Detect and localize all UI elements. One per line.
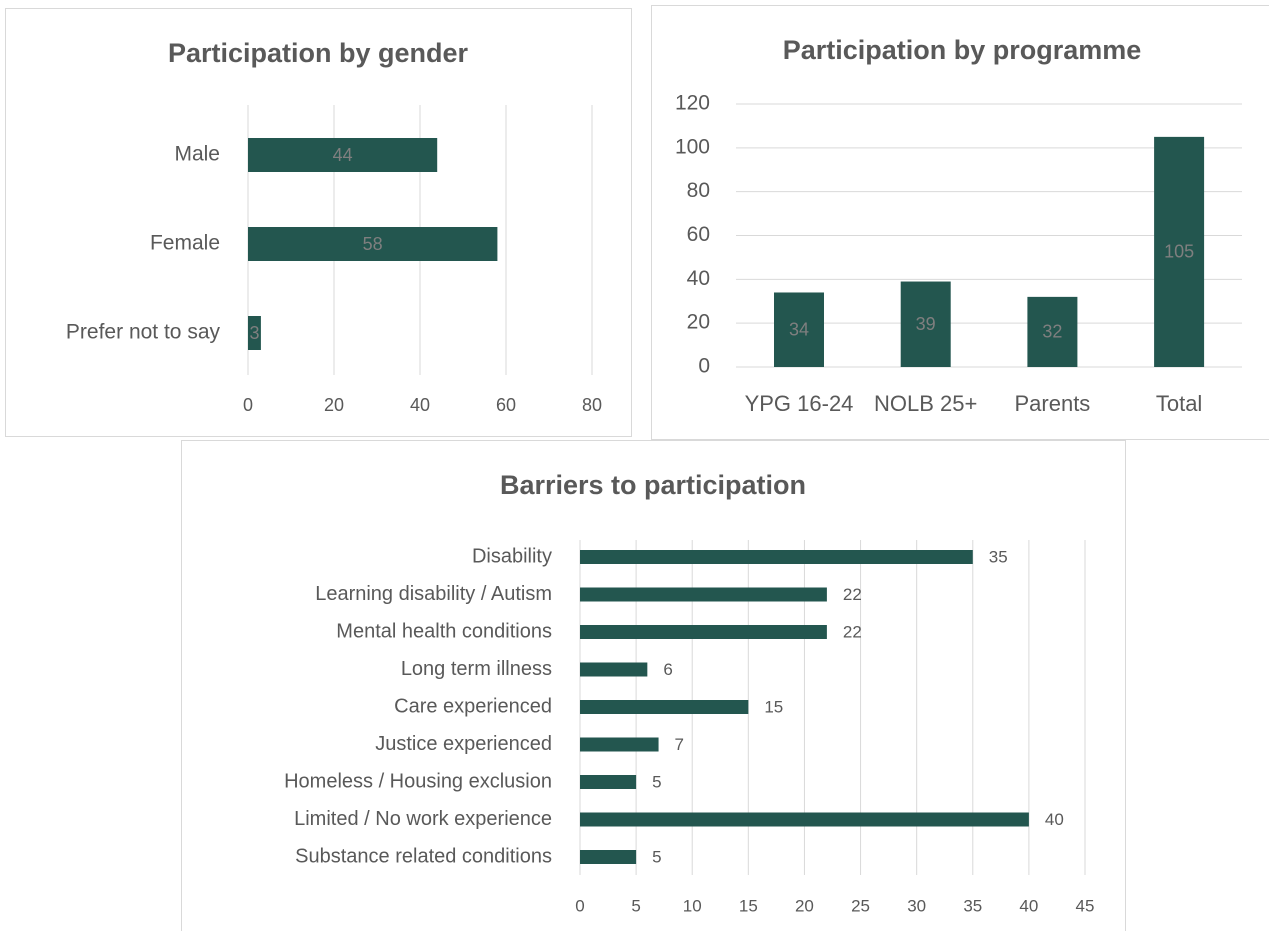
x-tick-label: 0 (575, 896, 584, 915)
data-label: 15 (764, 697, 783, 716)
bar (580, 813, 1029, 827)
y-tick-label: Female (150, 232, 220, 255)
data-label: 22 (843, 622, 862, 641)
y-tick-label: Homeless / Housing exclusion (284, 770, 552, 792)
y-tick-label: Disability (472, 545, 552, 567)
data-label: 34 (789, 319, 809, 339)
y-tick-label: Learning disability / Autism (315, 583, 552, 605)
data-label: 39 (916, 314, 936, 334)
x-tick-label: 30 (907, 896, 926, 915)
data-label: 32 (1042, 322, 1062, 342)
data-label: 58 (363, 234, 383, 254)
x-tick-label: Parents (1014, 391, 1090, 416)
y-tick-label: Male (174, 143, 220, 166)
chart-title: Participation by programme (783, 35, 1142, 65)
bar (580, 850, 636, 864)
data-label: 7 (675, 735, 684, 754)
y-tick-label: Care experienced (394, 695, 552, 717)
data-label: 40 (1045, 810, 1064, 829)
y-tick-label: Justice experienced (375, 733, 552, 755)
data-label: 3 (249, 323, 259, 343)
bar (580, 738, 659, 752)
bar (580, 775, 636, 789)
data-label: 35 (989, 547, 1008, 566)
y-tick-label: Prefer not to say (66, 321, 221, 344)
x-tick-label: 5 (631, 896, 640, 915)
data-label: 105 (1164, 242, 1194, 262)
x-tick-label: 45 (1076, 896, 1095, 915)
y-tick-label: 0 (698, 355, 710, 378)
x-tick-label: 10 (683, 896, 702, 915)
data-label: 5 (652, 772, 661, 791)
bar (580, 625, 827, 639)
chart-title: Participation by gender (168, 38, 469, 68)
x-tick-label: 60 (496, 395, 516, 415)
y-tick-label: 120 (675, 92, 710, 115)
x-tick-label: 25 (851, 896, 870, 915)
bar (580, 550, 973, 564)
x-tick-label: 40 (410, 395, 430, 415)
x-tick-label: Total (1156, 391, 1202, 416)
x-tick-label: 20 (795, 896, 814, 915)
bar (580, 700, 748, 714)
x-tick-label: 20 (324, 395, 344, 415)
chart-title: Barriers to participation (500, 470, 806, 500)
y-tick-label: 100 (675, 135, 710, 158)
y-tick-label: 40 (687, 267, 710, 290)
x-tick-label: 15 (739, 896, 758, 915)
bar (580, 663, 647, 677)
y-tick-label: Long term illness (401, 658, 552, 680)
x-tick-label: YPG 16-24 (745, 391, 854, 416)
y-tick-label: Substance related conditions (295, 845, 552, 867)
data-label: 5 (652, 847, 661, 866)
bar (580, 588, 827, 602)
y-tick-label: Mental health conditions (336, 620, 552, 642)
data-label: 22 (843, 585, 862, 604)
y-tick-label: Limited / No work experience (294, 808, 552, 830)
x-tick-label: NOLB 25+ (874, 391, 977, 416)
x-tick-label: 0 (243, 395, 253, 415)
y-tick-label: 80 (687, 179, 710, 202)
data-label: 44 (333, 145, 353, 165)
y-tick-label: 20 (687, 311, 710, 334)
chart-frame (6, 9, 632, 437)
x-tick-label: 80 (582, 395, 602, 415)
y-tick-label: 60 (687, 223, 710, 246)
x-tick-label: 40 (1019, 896, 1038, 915)
x-tick-label: 35 (963, 896, 982, 915)
data-label: 6 (663, 660, 672, 679)
